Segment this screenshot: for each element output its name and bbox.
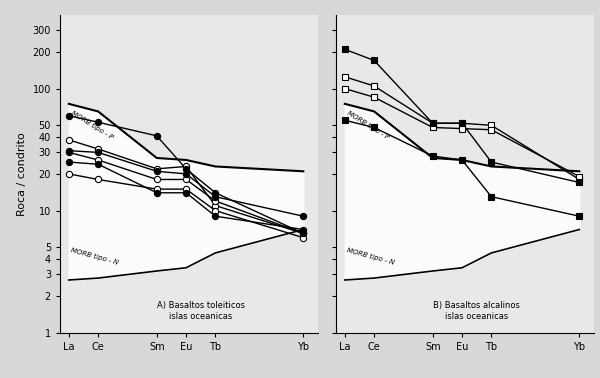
Text: MORB tipo - N: MORB tipo - N [70,247,119,266]
Y-axis label: Roca / condrito: Roca / condrito [17,132,27,216]
Text: MORB tipo - P: MORB tipo - P [70,110,115,141]
Text: A) Basaltos toleiticos
islas oceanicas: A) Basaltos toleiticos islas oceanicas [157,301,245,321]
Text: B) Basaltos alcalinos
islas oceanicas: B) Basaltos alcalinos islas oceanicas [433,301,520,321]
Text: MORB tipo - N: MORB tipo - N [346,247,395,266]
Text: MORB tipo - P: MORB tipo - P [346,110,391,141]
